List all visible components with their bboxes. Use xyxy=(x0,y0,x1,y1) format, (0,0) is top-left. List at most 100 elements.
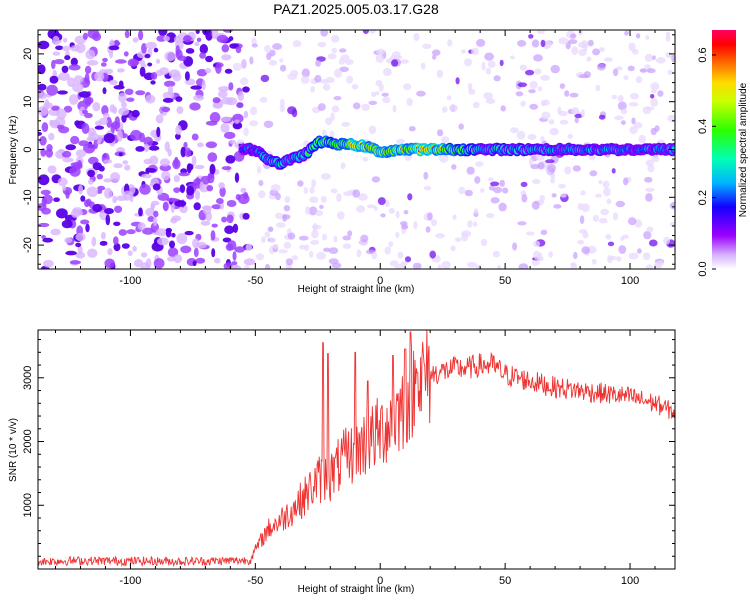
noise-blob xyxy=(105,214,111,226)
noise-blob xyxy=(166,197,178,202)
noise-blob xyxy=(207,152,218,163)
noise-blob xyxy=(351,83,359,90)
noise-blob xyxy=(559,83,566,89)
noise-blob xyxy=(617,101,627,111)
noise-blob xyxy=(228,36,234,42)
noise-blob xyxy=(578,74,589,79)
noise-blob xyxy=(201,79,206,91)
noise-blob xyxy=(73,75,84,84)
noise-blob xyxy=(113,163,123,169)
noise-blob xyxy=(272,244,279,249)
noise-blob xyxy=(309,250,314,258)
noise-blob xyxy=(371,251,378,260)
noise-blob xyxy=(589,170,598,177)
noise-blob xyxy=(628,252,639,260)
noise-blob xyxy=(150,80,156,85)
noise-blob xyxy=(118,229,128,236)
noise-blob xyxy=(611,168,616,174)
noise-blob xyxy=(240,187,247,194)
noise-blob xyxy=(219,186,226,197)
noise-blob xyxy=(143,136,154,147)
noise-blob xyxy=(173,175,180,183)
noise-blob xyxy=(431,49,441,56)
noise-blob xyxy=(312,223,318,232)
noise-blob xyxy=(665,31,671,37)
noise-blob xyxy=(260,74,270,83)
noise-blob xyxy=(57,177,68,187)
noise-blob xyxy=(258,190,266,199)
noise-blob xyxy=(167,148,172,157)
colorbar-tick-label: 0.4 xyxy=(697,119,709,134)
noise-blob xyxy=(400,221,408,226)
noise-blob xyxy=(78,184,84,195)
noise-blob xyxy=(416,90,426,97)
noise-blob xyxy=(620,120,626,125)
noise-blob xyxy=(509,55,515,60)
noise-blob xyxy=(346,75,354,84)
noise-blob xyxy=(520,100,526,107)
noise-blob xyxy=(529,157,534,166)
noise-blob xyxy=(527,134,537,140)
noise-blob xyxy=(84,65,92,74)
noise-blob xyxy=(397,251,404,259)
noise-blob xyxy=(389,260,399,267)
noise-blob xyxy=(643,231,652,240)
noise-blob xyxy=(435,233,445,239)
noise-blob xyxy=(141,252,148,258)
noise-blob xyxy=(51,59,56,70)
noise-blob xyxy=(454,237,462,243)
noise-blob xyxy=(151,72,158,80)
noise-blob xyxy=(360,234,369,243)
noise-blob xyxy=(540,39,546,48)
noise-blob xyxy=(327,53,337,60)
noise-blob xyxy=(595,84,601,92)
noise-blob xyxy=(650,127,657,136)
noise-blob xyxy=(58,148,65,153)
noise-blob xyxy=(368,125,377,135)
noise-blob xyxy=(607,255,613,264)
noise-blob xyxy=(525,69,535,76)
noise-blob xyxy=(174,200,187,207)
noise-blob xyxy=(56,108,67,120)
noise-blob xyxy=(466,261,477,268)
noise-blob xyxy=(100,231,106,240)
noise-blob xyxy=(612,68,619,77)
noise-blob xyxy=(466,166,475,175)
noise-blob xyxy=(423,186,432,191)
noise-blob xyxy=(194,190,201,200)
noise-blob xyxy=(49,75,59,84)
noise-blob xyxy=(519,64,527,71)
noise-blob xyxy=(570,33,577,39)
noise-blob xyxy=(560,193,567,198)
noise-blob xyxy=(371,91,377,98)
noise-blob xyxy=(155,228,168,237)
noise-blob xyxy=(118,80,124,88)
noise-blob xyxy=(311,179,316,188)
noise-blob xyxy=(314,74,322,83)
noise-blob xyxy=(531,259,540,266)
noise-blob xyxy=(320,173,331,180)
noise-blob xyxy=(260,236,266,243)
noise-blob xyxy=(81,123,90,134)
noise-blob xyxy=(87,30,100,39)
noise-blob xyxy=(173,187,181,194)
noise-blob xyxy=(521,194,528,203)
noise-blob xyxy=(172,158,181,170)
noise-blob xyxy=(189,102,201,111)
noise-blob xyxy=(474,176,481,184)
noise-blob xyxy=(437,264,442,269)
noise-blob xyxy=(102,87,107,95)
noise-blob xyxy=(581,203,590,213)
noise-blob xyxy=(275,222,286,228)
noise-blob xyxy=(480,188,485,193)
noise-blob xyxy=(537,162,545,170)
noise-blob xyxy=(452,214,457,220)
noise-blob xyxy=(242,212,250,220)
noise-blob xyxy=(250,106,258,116)
noise-blob xyxy=(356,205,366,213)
noise-blob xyxy=(53,59,65,65)
noise-blob xyxy=(88,179,94,185)
noise-blob xyxy=(336,211,345,220)
noise-blob xyxy=(138,207,143,217)
y-tick-label: 1000 xyxy=(22,493,34,517)
